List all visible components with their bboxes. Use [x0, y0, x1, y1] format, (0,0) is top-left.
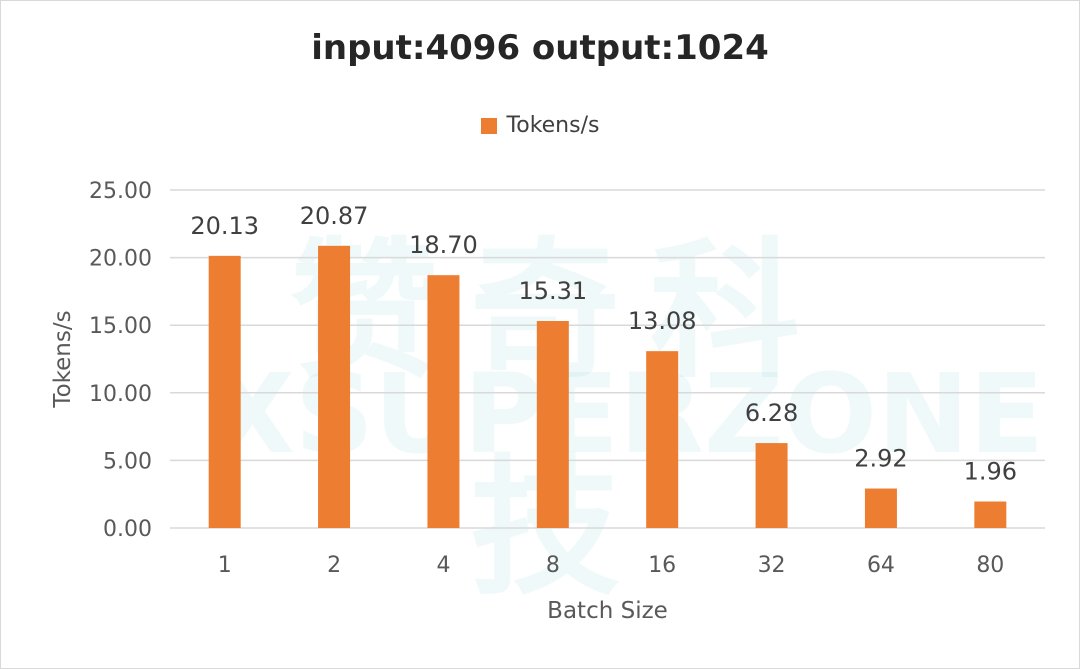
x-tick-label: 64: [867, 553, 895, 578]
data-label: 13.08: [628, 307, 697, 335]
bar: [536, 321, 569, 528]
legend: Tokens/s: [0, 113, 1080, 138]
x-tick-label: 4: [436, 553, 450, 578]
x-tick-label: 2: [327, 553, 341, 578]
x-tick-label: 8: [546, 553, 560, 578]
data-label: 1.96: [964, 458, 1017, 486]
x-tick-label: 80: [976, 553, 1004, 578]
bar: [427, 275, 460, 528]
bar: [318, 245, 351, 529]
y-tick-label: 25.00: [89, 179, 152, 204]
data-label: 20.13: [190, 212, 259, 240]
chart-title: input:4096 output:1024: [311, 28, 769, 68]
data-label: 6.28: [745, 399, 798, 427]
x-tick-label: 32: [758, 553, 786, 578]
data-label: 20.87: [300, 202, 369, 230]
y-axis-title: Tokens/s: [50, 310, 76, 408]
legend-label: Tokens/s: [506, 113, 600, 138]
y-tick-label: 10.00: [89, 382, 152, 407]
data-label: 15.31: [518, 277, 587, 305]
legend-swatch: [480, 117, 497, 134]
y-tick-label: 20.00: [89, 247, 152, 272]
bar: [208, 255, 241, 528]
x-tick-label: 1: [218, 553, 232, 578]
x-axis-title: Batch Size: [547, 598, 668, 624]
data-label: 2.92: [854, 445, 907, 473]
x-tick-label: 16: [648, 553, 676, 578]
y-tick-label: 0.00: [103, 517, 152, 542]
bar: [974, 501, 1007, 528]
bar: [864, 488, 897, 528]
data-label: 18.70: [409, 231, 478, 259]
bar: [646, 351, 679, 528]
y-tick-label: 15.00: [89, 314, 152, 339]
y-tick-label: 5.00: [103, 449, 152, 474]
bar: [755, 443, 788, 528]
